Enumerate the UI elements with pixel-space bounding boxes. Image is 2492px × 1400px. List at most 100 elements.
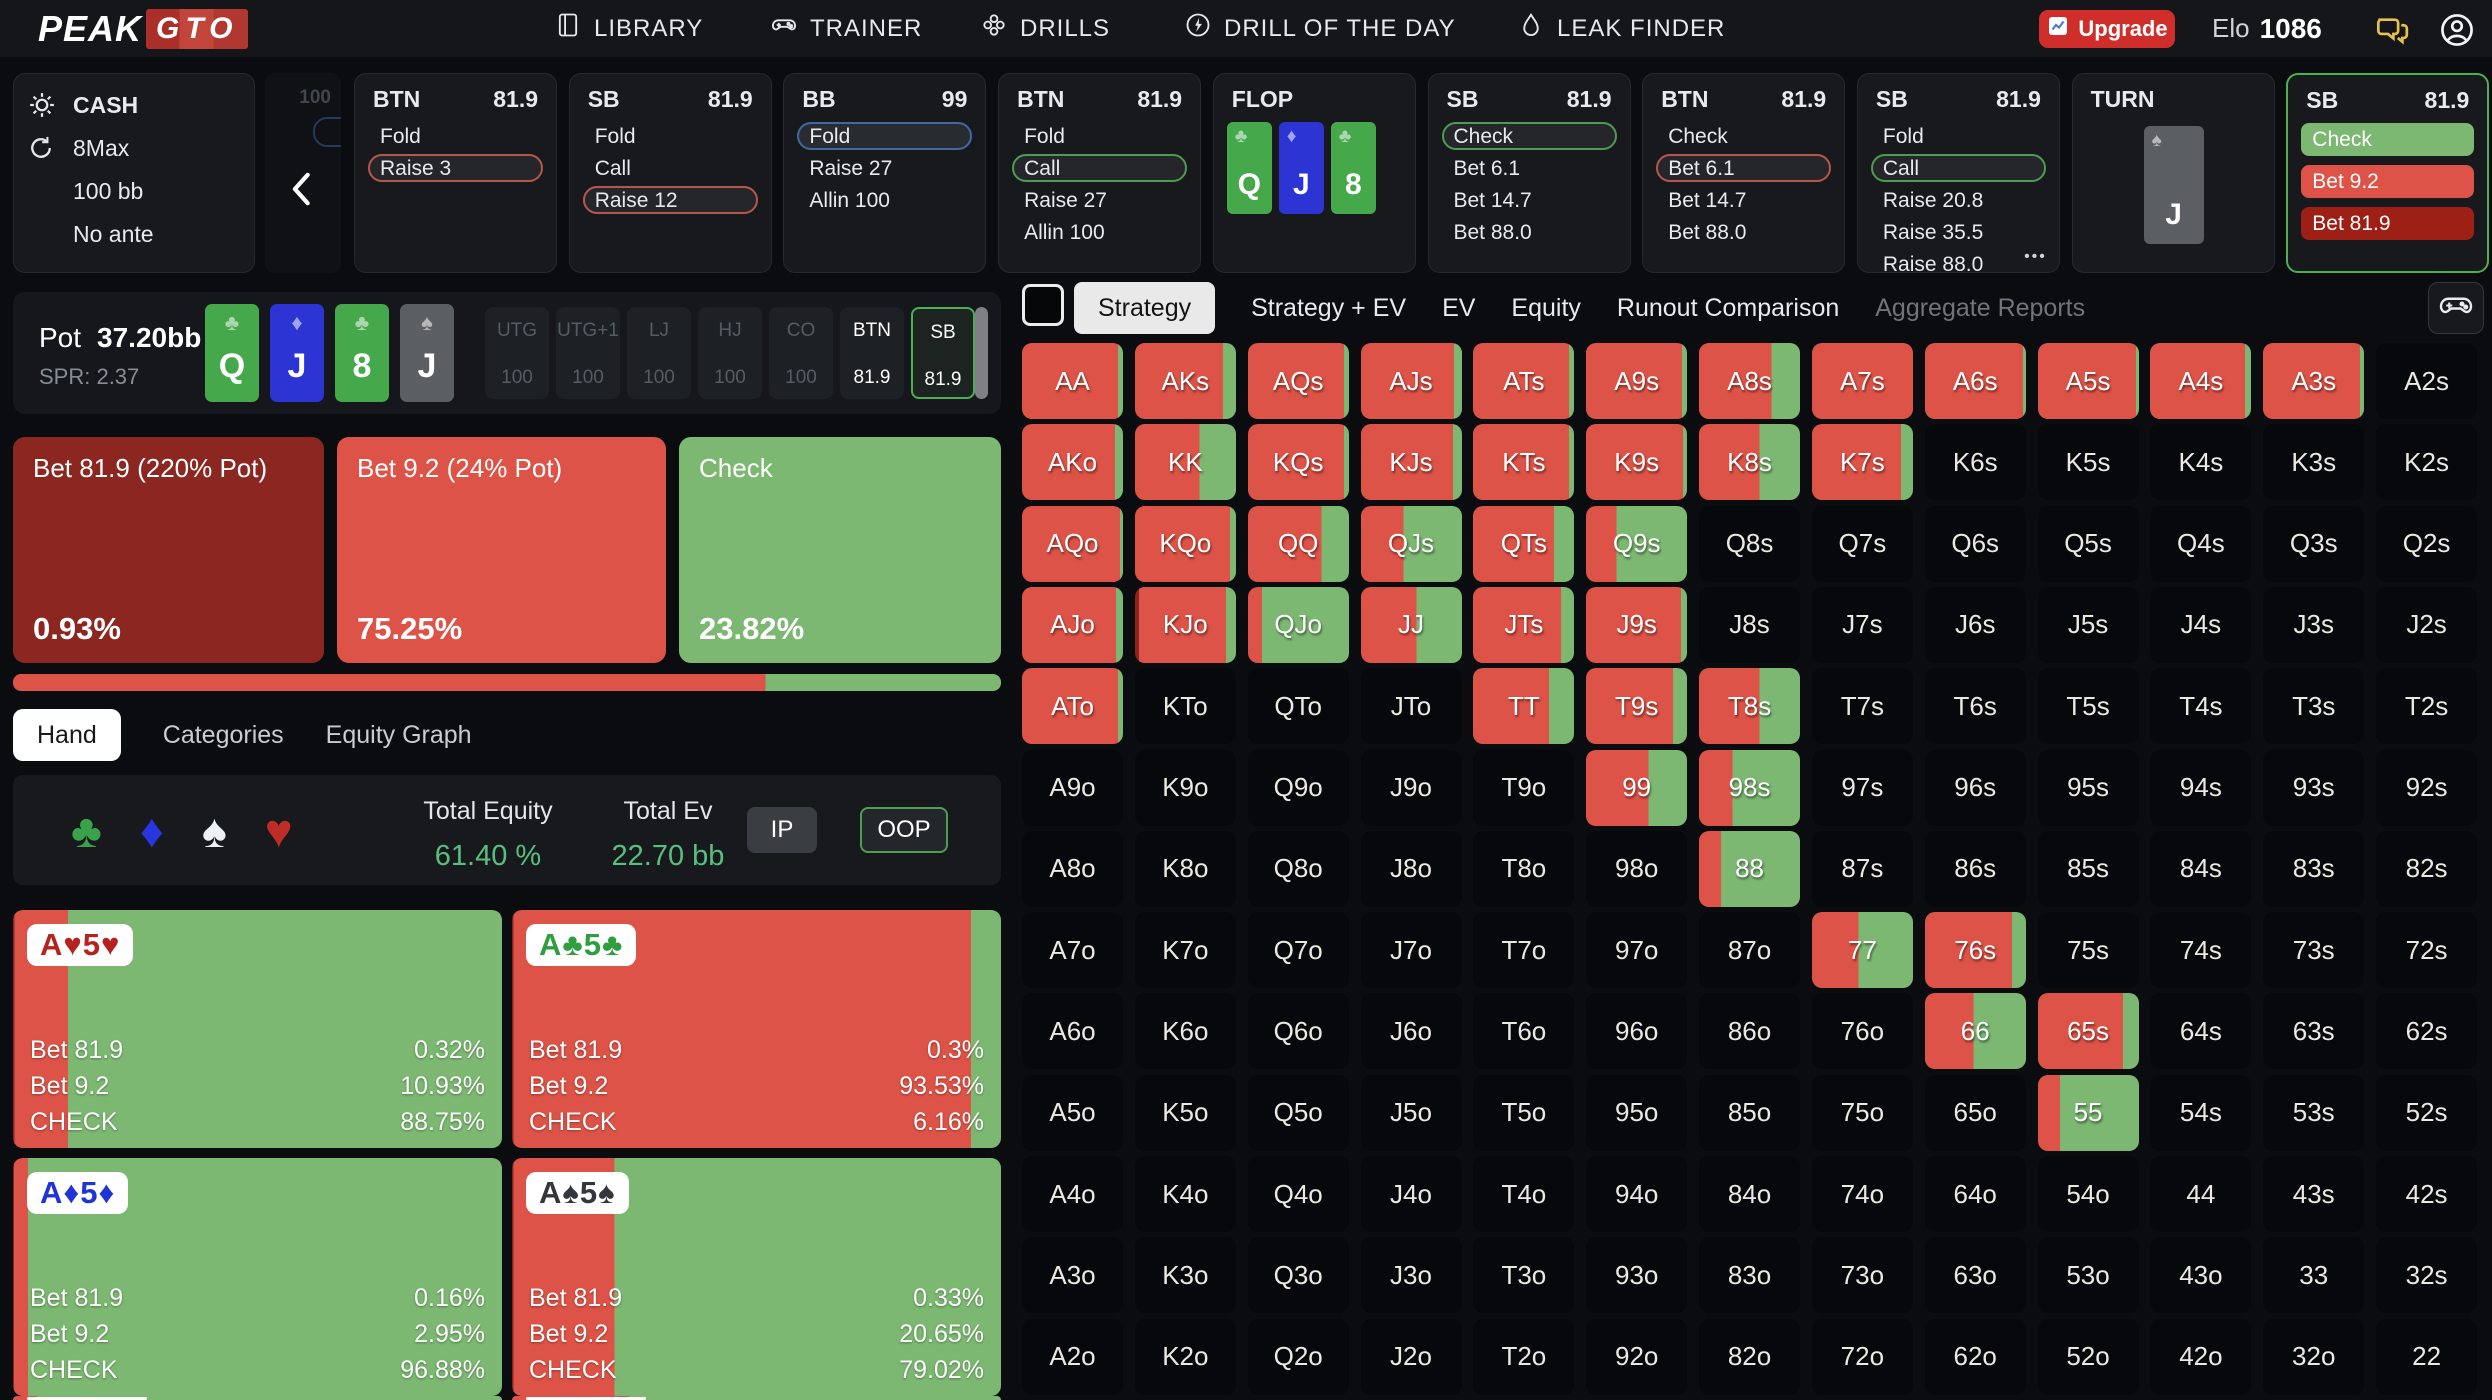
history-card-sb-7[interactable]: SB 81.9 Fold Call Raise 20.8 Raise 35.5 Raise …: [1856, 73, 2060, 273]
matrix-cell-42o[interactable]: 42o: [2150, 1318, 2252, 1395]
matrix-cell-94s[interactable]: 94s: [2150, 749, 2252, 826]
view-tab-strategy-ev[interactable]: Strategy + EV: [1251, 293, 1407, 322]
matrix-cell-K7o[interactable]: K7o: [1134, 912, 1236, 989]
matrix-cell-A8s[interactable]: A8s: [1699, 343, 1801, 419]
view-tab-aggregate-reports[interactable]: Aggregate Reports: [1875, 293, 2086, 322]
matrix-cell-J2o[interactable]: J2o: [1360, 1318, 1462, 1395]
matrix-cell-73o[interactable]: 73o: [1811, 1237, 1913, 1314]
matrix-cell-Q4o[interactable]: Q4o: [1247, 1156, 1349, 1232]
matrix-cell-82s[interactable]: 82s: [2376, 830, 2478, 907]
diamond-filter-icon[interactable]: ♦: [139, 803, 164, 857]
matrix-cell-AJs[interactable]: AJs: [1360, 343, 1462, 419]
action-option-fold[interactable]: Fold: [380, 125, 421, 148]
action-option-bet-81.9[interactable]: Bet 81.9: [2301, 207, 2475, 240]
matrix-cell-93o[interactable]: 93o: [1586, 1237, 1688, 1314]
spade-filter-icon[interactable]: ♠: [201, 803, 227, 857]
matrix-cell-22[interactable]: 22: [2376, 1318, 2478, 1395]
matrix-cell-AJo[interactable]: AJo: [1022, 586, 1123, 663]
matrix-cell-94o[interactable]: 94o: [1586, 1156, 1688, 1232]
matrix-cell-T3o[interactable]: T3o: [1473, 1237, 1575, 1314]
matrix-cell-KK[interactable]: KK: [1134, 424, 1236, 501]
matrix-cell-Q2s[interactable]: Q2s: [2376, 505, 2478, 582]
matrix-cell-44[interactable]: 44: [2150, 1156, 2252, 1232]
action-option-check[interactable]: Check: [1668, 125, 1728, 148]
account-icon[interactable]: [2438, 11, 2476, 49]
matrix-cell-T8s[interactable]: T8s: [1699, 668, 1801, 745]
matrix-cell-T6o[interactable]: T6o: [1473, 993, 1575, 1070]
matrix-cell-Q7s[interactable]: Q7s: [1811, 505, 1913, 582]
matrix-cell-K5o[interactable]: K5o: [1134, 1074, 1236, 1151]
tab-hand[interactable]: Hand: [13, 709, 121, 761]
action-option-raise-27[interactable]: Raise 27: [809, 157, 893, 180]
matrix-cell-J3o[interactable]: J3o: [1360, 1237, 1462, 1314]
matrix-cell-Q4s[interactable]: Q4s: [2150, 505, 2252, 582]
matrix-cell-96o[interactable]: 96o: [1586, 993, 1688, 1070]
gear-icon[interactable]: [27, 90, 73, 120]
matrix-cell-K6s[interactable]: K6s: [1924, 424, 2026, 501]
action-option-raise-88.0[interactable]: Raise 88.0: [1882, 253, 1984, 273]
matrix-cell-T2s[interactable]: T2s: [2376, 668, 2478, 745]
matrix-cell-J2s[interactable]: J2s: [2376, 586, 2478, 663]
matrix-cell-53s[interactable]: 53s: [2263, 1074, 2365, 1151]
action-option-allin-100[interactable]: Allin 100: [809, 189, 890, 212]
matrix-cell-53o[interactable]: 53o: [2037, 1237, 2139, 1314]
matrix-cell-KJo[interactable]: KJo: [1134, 586, 1236, 663]
tab-categories[interactable]: Categories: [162, 720, 284, 749]
matrix-cell-86s[interactable]: 86s: [1924, 830, 2026, 907]
position-pill-btn[interactable]: BTN 81.9: [840, 307, 904, 399]
action-option-call[interactable]: Call: [594, 157, 631, 180]
matrix-cell-JJ[interactable]: JJ: [1360, 586, 1462, 663]
matrix-cell-84s[interactable]: 84s: [2150, 830, 2252, 907]
matrix-cell-J9s[interactable]: J9s: [1586, 586, 1688, 663]
matrix-cell-73s[interactable]: 73s: [2263, 912, 2365, 989]
matrix-select-checkbox[interactable]: [1022, 284, 1064, 326]
matrix-cell-A9s[interactable]: A9s: [1586, 343, 1688, 419]
matrix-cell-K9s[interactable]: K9s: [1586, 424, 1688, 501]
matrix-cell-J4o[interactable]: J4o: [1360, 1156, 1462, 1232]
matrix-cell-J9o[interactable]: J9o: [1360, 749, 1462, 826]
matrix-cell-K3s[interactable]: K3s: [2263, 424, 2365, 501]
hand-combo-card-Ac5c[interactable]: A♣5♣ Bet 81.9 0.3% Bet 9.2 93.53% CHECK 6.16%: [512, 910, 1001, 1148]
matrix-cell-K2s[interactable]: K2s: [2376, 424, 2478, 501]
matrix-cell-64o[interactable]: 64o: [1924, 1156, 2026, 1232]
matrix-cell-A9o[interactable]: A9o: [1022, 749, 1123, 826]
matrix-cell-43s[interactable]: 43s: [2263, 1156, 2365, 1232]
matrix-cell-ATs[interactable]: ATs: [1473, 343, 1575, 419]
matrix-cell-K4o[interactable]: K4o: [1134, 1156, 1236, 1232]
positions-scrollbar[interactable]: [975, 307, 988, 399]
matrix-cell-Q3o[interactable]: Q3o: [1247, 1237, 1349, 1314]
action-option-bet-14.7[interactable]: Bet 14.7: [1453, 189, 1532, 212]
matrix-cell-QJo[interactable]: QJo: [1247, 586, 1349, 663]
matrix-cell-K8s[interactable]: K8s: [1699, 424, 1801, 501]
matrix-cell-88[interactable]: 88: [1699, 830, 1801, 907]
matrix-cell-T5s[interactable]: T5s: [2037, 668, 2139, 745]
matrix-cell-J4s[interactable]: J4s: [2150, 586, 2252, 663]
matrix-cell-98s[interactable]: 98s: [1699, 749, 1801, 826]
action-option-bet-6.1[interactable]: Bet 6.1: [1453, 157, 1521, 180]
matrix-cell-J5s[interactable]: J5s: [2037, 586, 2139, 663]
matrix-cell-85s[interactable]: 85s: [2037, 830, 2139, 907]
matrix-cell-99[interactable]: 99: [1586, 749, 1688, 826]
matrix-cell-AA[interactable]: AA: [1022, 343, 1123, 419]
action-option-bet-14.7[interactable]: Bet 14.7: [1668, 189, 1747, 212]
matrix-cell-93s[interactable]: 93s: [2263, 749, 2365, 826]
matrix-cell-85o[interactable]: 85o: [1699, 1074, 1801, 1151]
matrix-cell-J8s[interactable]: J8s: [1699, 586, 1801, 663]
matrix-cell-65o[interactable]: 65o: [1924, 1074, 2026, 1151]
matrix-cell-66[interactable]: 66: [1924, 993, 2026, 1070]
action-option-fold[interactable]: Fold: [797, 122, 973, 150]
matrix-cell-J6o[interactable]: J6o: [1360, 993, 1462, 1070]
matrix-cell-ATo[interactable]: ATo: [1022, 668, 1123, 745]
matrix-cell-83o[interactable]: 83o: [1699, 1237, 1801, 1314]
position-pill-sb[interactable]: SB 81.9: [911, 307, 975, 399]
matrix-cell-KTs[interactable]: KTs: [1473, 424, 1575, 501]
matrix-cell-Q9s[interactable]: Q9s: [1586, 505, 1688, 582]
matrix-cell-AQo[interactable]: AQo: [1022, 505, 1123, 582]
oop-toggle-button[interactable]: OOP: [860, 807, 948, 853]
matrix-cell-52o[interactable]: 52o: [2037, 1318, 2139, 1395]
action-option-call[interactable]: Call: [1870, 154, 2046, 182]
matrix-cell-T4o[interactable]: T4o: [1473, 1156, 1575, 1232]
chat-icon[interactable]: [2372, 11, 2410, 49]
matrix-cell-98o[interactable]: 98o: [1586, 830, 1688, 907]
action-option-raise-12[interactable]: Raise 12: [582, 186, 758, 214]
